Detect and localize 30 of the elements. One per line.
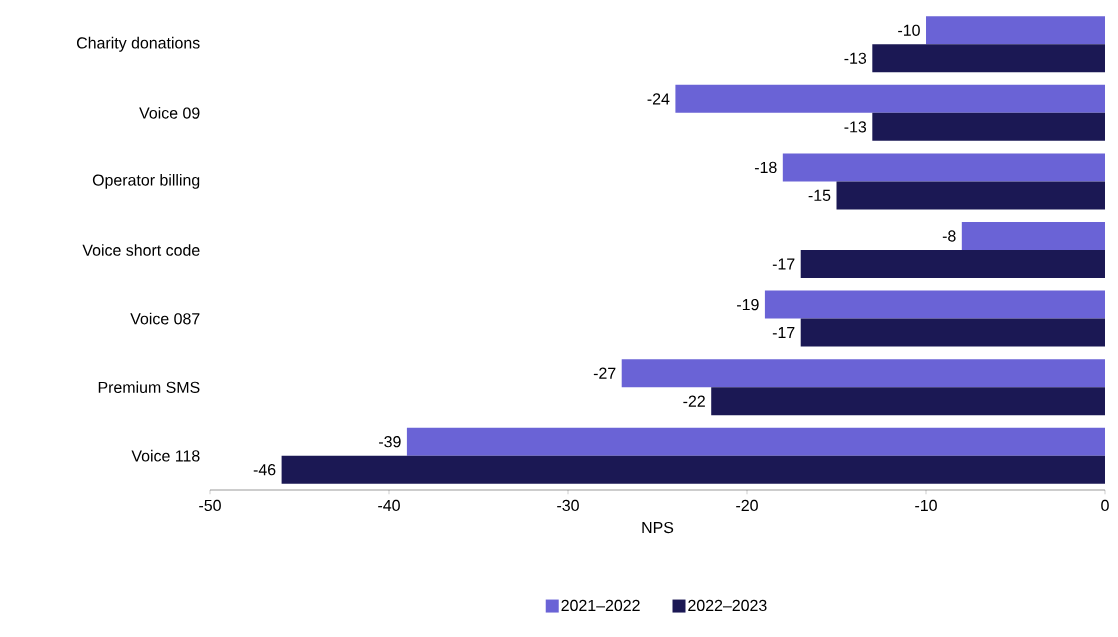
x-tick-label: -30 [557, 499, 579, 512]
data-label: -46 [253, 464, 276, 476]
data-label: -8 [942, 230, 956, 242]
y-tick-label: Voice 09 [139, 107, 200, 119]
data-label: -39 [379, 436, 401, 448]
y-tick-label: Premium SMS [98, 381, 200, 393]
x-tick-label: -10 [915, 499, 937, 512]
data-label: -13 [844, 52, 867, 64]
data-label: -19 [737, 298, 759, 311]
data-label: -17 [772, 258, 795, 270]
data-label: -24 [647, 93, 670, 105]
data-label: -17 [772, 327, 795, 339]
x-tick-label: -40 [378, 499, 400, 512]
data-label: -10 [898, 24, 920, 36]
x-tick-label: -50 [199, 499, 221, 512]
x-tick-label: -20 [736, 499, 758, 512]
data-label: -18 [754, 161, 777, 174]
data-label: -15 [808, 189, 831, 201]
data-label: -27 [593, 367, 616, 379]
y-tick-label: Charity donations [77, 36, 200, 52]
y-tick-label: Voice 118 [131, 449, 200, 462]
data-label: -22 [683, 395, 705, 407]
legend-label: 2021–2022 [561, 599, 640, 612]
x-tick-label: 0 [1101, 499, 1109, 512]
data-label: -13 [844, 121, 867, 133]
y-tick-label: Voice short code [82, 244, 200, 256]
y-tick-label: Operator billing [92, 174, 200, 189]
y-tick-label: Voice 087 [130, 312, 200, 325]
x-axis-title: NPS [642, 521, 674, 534]
legend-label: 2022–2023 [688, 599, 767, 612]
